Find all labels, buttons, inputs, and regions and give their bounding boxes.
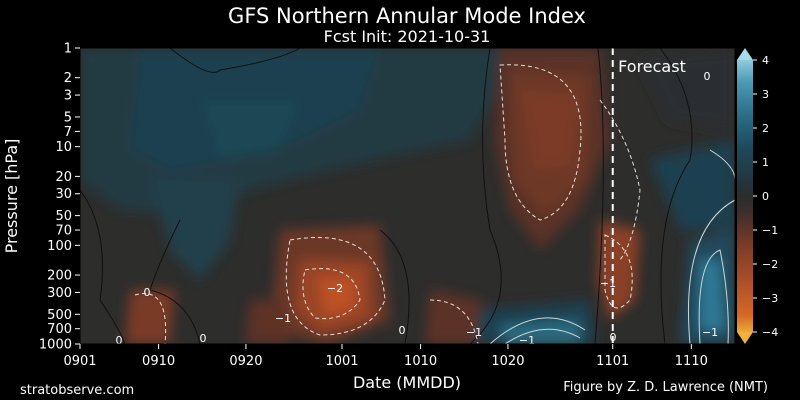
negative-contours [134,64,641,344]
y-tick-label: 700 [47,322,72,337]
colorbar-tick-label: −2 [762,258,778,271]
zero-contours [80,48,693,344]
x-tick-label: 1001 [325,354,358,369]
contour-label: 0 [610,331,617,344]
contour-label: −1 [600,277,616,290]
contour-label: −1 [275,312,291,325]
contour-label: 0 [399,324,406,337]
contour-label: 0 [116,334,123,347]
y-tick-label: 300 [47,286,72,301]
y-tick-label: 500 [47,308,72,323]
y-tick-label: 100 [47,239,72,254]
y-axis-label: Pressure [hPa] [2,139,21,254]
footer-credit: Figure by Z. D. Lawrence (NMT) [563,380,768,395]
contour-label: −1 [519,334,535,347]
x-tick-label: 0901 [63,354,96,369]
chart-subtitle: Fcst Init: 2021-10-31 [324,27,491,46]
contour-label: 0 [704,70,711,83]
colorbar-tick-label: −3 [762,292,778,305]
chart-title: GFS Northern Annular Mode Index [228,4,586,28]
y-tick-label: 10 [55,140,72,155]
y-tick-label: 50 [55,209,72,224]
colorbar-ticks: 4 3 2 1 0 −1 −2 −3 −4 [753,54,778,339]
x-axis-label: Date (MMDD) [353,373,461,392]
colorbar: 4 3 2 1 0 −1 −2 −3 −4 [737,48,778,344]
y-tick-label: 20 [55,170,72,185]
y-tick-label: 30 [55,187,72,202]
colorbar-extend-top [737,48,753,60]
y-tick-label: 1 [64,42,72,57]
colorbar-tick-label: 0 [762,190,769,203]
y-tick-label: 70 [55,224,72,239]
plot-frame [79,47,736,345]
y-tick-label: 2 [64,71,72,86]
contour-label: 0 [200,332,207,345]
x-axis: 0901 0910 0920 1001 1010 1020 1101 1110 [63,344,708,369]
field-shading [80,48,735,344]
plot-area: Forecast 0 0 0 0 0 −1 −1 −1 −1 −1 −2 0 [80,48,735,347]
colorbar-tick-label: 3 [762,88,769,101]
contour-label: −2 [327,282,343,295]
colorbar-extend-bottom [737,332,753,344]
y-tick-label: 3 [64,89,72,104]
colorbar-gradient [737,60,753,332]
y-tick-label: 7 [64,125,72,140]
colorbar-tick-label: 2 [762,122,769,135]
x-tick-label: 1010 [404,354,437,369]
footer-site: stratobserve.com [20,383,134,398]
x-tick-label: 1110 [675,354,708,369]
colorbar-tick-label: 4 [762,54,769,67]
x-tick-label: 0920 [229,354,262,369]
contour-label: −1 [702,326,718,339]
y-tick-label: 1000 [39,338,72,353]
colorbar-tick-label: −4 [762,326,778,339]
x-tick-label: 1020 [491,354,524,369]
x-tick-label: 0910 [142,354,175,369]
y-tick-label: 200 [47,269,72,284]
contour-label: 0 [144,286,151,299]
positive-contours [489,149,735,344]
contour-label: −1 [466,326,482,339]
contour-labels: 0 0 0 0 0 −1 −1 −1 −1 −1 −2 0 [116,70,719,347]
y-tick-label: 5 [64,110,72,125]
colorbar-tick-label: 1 [762,156,769,169]
x-tick-label: 1101 [596,354,629,369]
forecast-annotation: Forecast [618,57,686,76]
colorbar-tick-label: −1 [762,224,778,237]
